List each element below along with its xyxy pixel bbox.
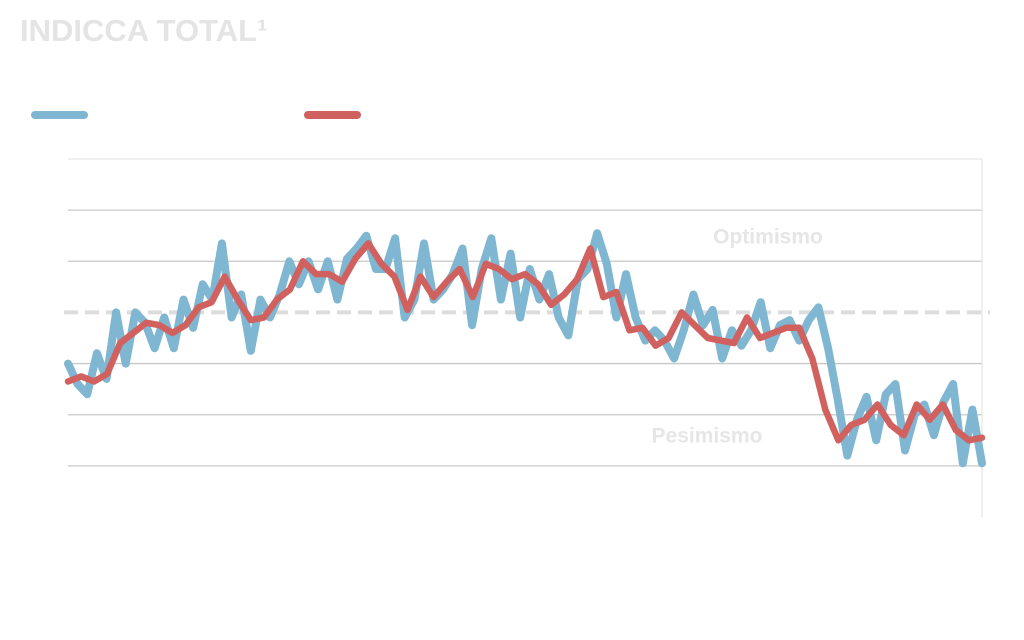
series-line <box>64 229 986 468</box>
annotation: Optimismo <box>713 226 823 249</box>
annotation: Pesimismo <box>652 425 763 448</box>
series-line <box>64 240 986 444</box>
chart-title: INDICCA TOTAL¹ <box>20 13 267 48</box>
